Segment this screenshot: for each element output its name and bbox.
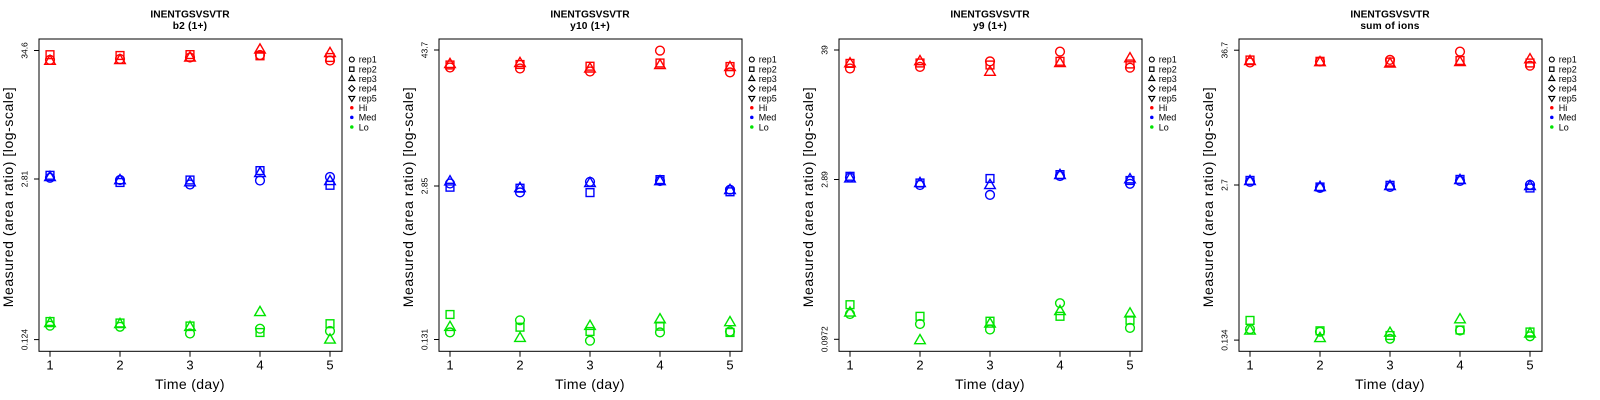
svg-text:rep3: rep3 (1559, 74, 1577, 84)
svg-text:Lo: Lo (359, 122, 369, 132)
svg-text:2.85: 2.85 (420, 177, 430, 194)
svg-text:rep2: rep2 (1159, 64, 1177, 74)
svg-text:0.131: 0.131 (420, 329, 430, 351)
svg-text:Measured (area ratio) [log-sca: Measured (area ratio) [log-scale] (400, 87, 416, 307)
svg-text:Med: Med (1159, 113, 1177, 123)
svg-text:INENTGSVSVTR: INENTGSVSVTR (150, 9, 230, 20)
svg-text:3: 3 (186, 358, 193, 373)
svg-text:rep2: rep2 (1559, 64, 1577, 74)
svg-text:sum of ions: sum of ions (1360, 21, 1419, 32)
svg-text:2.7: 2.7 (1220, 179, 1230, 191)
svg-text:Hi: Hi (1559, 103, 1568, 113)
svg-text:rep4: rep4 (1159, 84, 1177, 94)
svg-text:INENTGSVSVTR: INENTGSVSVTR (550, 9, 630, 20)
svg-text:Measured (area ratio) [log-sca: Measured (area ratio) [log-scale] (800, 87, 816, 307)
svg-text:34.6: 34.6 (20, 42, 30, 59)
svg-text:rep4: rep4 (359, 84, 377, 94)
svg-text:INENTGSVSVTR: INENTGSVSVTR (1350, 9, 1430, 20)
svg-text:rep1: rep1 (759, 55, 777, 65)
svg-text:Measured (area ratio) [log-sca: Measured (area ratio) [log-scale] (1200, 87, 1216, 307)
svg-text:4: 4 (256, 358, 263, 373)
svg-text:36.7: 36.7 (1220, 42, 1230, 59)
svg-text:b2 (1+): b2 (1+) (173, 21, 208, 32)
svg-text:5: 5 (1126, 358, 1133, 373)
svg-text:rep4: rep4 (1559, 84, 1577, 94)
svg-text:rep4: rep4 (759, 84, 777, 94)
svg-text:5: 5 (726, 358, 733, 373)
svg-text:Time (day): Time (day) (1355, 376, 1425, 392)
svg-text:3: 3 (986, 358, 993, 373)
svg-text:3: 3 (1386, 358, 1393, 373)
svg-text:rep2: rep2 (759, 64, 777, 74)
svg-text:rep2: rep2 (359, 64, 377, 74)
svg-text:Time (day): Time (day) (155, 376, 225, 392)
svg-text:4: 4 (1456, 358, 1463, 373)
svg-text:2: 2 (116, 358, 123, 373)
svg-text:Hi: Hi (1159, 103, 1168, 113)
svg-text:Time (day): Time (day) (955, 376, 1025, 392)
svg-text:1: 1 (846, 358, 853, 373)
svg-text:rep3: rep3 (359, 74, 377, 84)
svg-text:39: 39 (820, 45, 830, 55)
svg-text:4: 4 (656, 358, 663, 373)
svg-text:Hi: Hi (759, 103, 768, 113)
svg-text:1: 1 (1246, 358, 1253, 373)
svg-text:Hi: Hi (359, 103, 368, 113)
svg-text:Med: Med (759, 113, 777, 123)
svg-text:3: 3 (586, 358, 593, 373)
svg-text:0.134: 0.134 (1220, 329, 1230, 351)
svg-text:0.0972: 0.0972 (820, 326, 830, 352)
svg-text:Lo: Lo (759, 122, 769, 132)
svg-text:2: 2 (1316, 358, 1323, 373)
svg-text:2.81: 2.81 (20, 170, 30, 187)
svg-text:0.124: 0.124 (20, 329, 30, 351)
svg-text:y10 (1+): y10 (1+) (570, 21, 610, 32)
svg-text:5: 5 (1526, 358, 1533, 373)
svg-text:Med: Med (359, 113, 377, 123)
svg-text:Lo: Lo (1159, 122, 1169, 132)
svg-text:rep1: rep1 (359, 55, 377, 65)
svg-text:rep1: rep1 (1559, 55, 1577, 65)
svg-text:Lo: Lo (1559, 122, 1569, 132)
svg-text:rep3: rep3 (759, 74, 777, 84)
svg-text:rep5: rep5 (359, 93, 377, 103)
svg-text:Time (day): Time (day) (555, 376, 625, 392)
svg-text:2: 2 (916, 358, 923, 373)
svg-text:rep5: rep5 (759, 93, 777, 103)
svg-text:2.89: 2.89 (820, 171, 830, 188)
svg-text:1: 1 (446, 358, 453, 373)
svg-text:rep5: rep5 (1559, 93, 1577, 103)
svg-text:Med: Med (1559, 113, 1577, 123)
svg-text:1: 1 (46, 358, 53, 373)
svg-text:INENTGSVSVTR: INENTGSVSVTR (950, 9, 1030, 20)
svg-text:5: 5 (326, 358, 333, 373)
svg-text:43.7: 43.7 (420, 41, 430, 58)
svg-text:2: 2 (516, 358, 523, 373)
svg-text:y9 (1+): y9 (1+) (973, 21, 1007, 32)
svg-text:rep3: rep3 (1159, 74, 1177, 84)
svg-text:rep1: rep1 (1159, 55, 1177, 65)
svg-text:4: 4 (1056, 358, 1063, 373)
svg-text:rep5: rep5 (1159, 93, 1177, 103)
svg-text:Measured (area ratio) [log-sca: Measured (area ratio) [log-scale] (0, 87, 16, 307)
